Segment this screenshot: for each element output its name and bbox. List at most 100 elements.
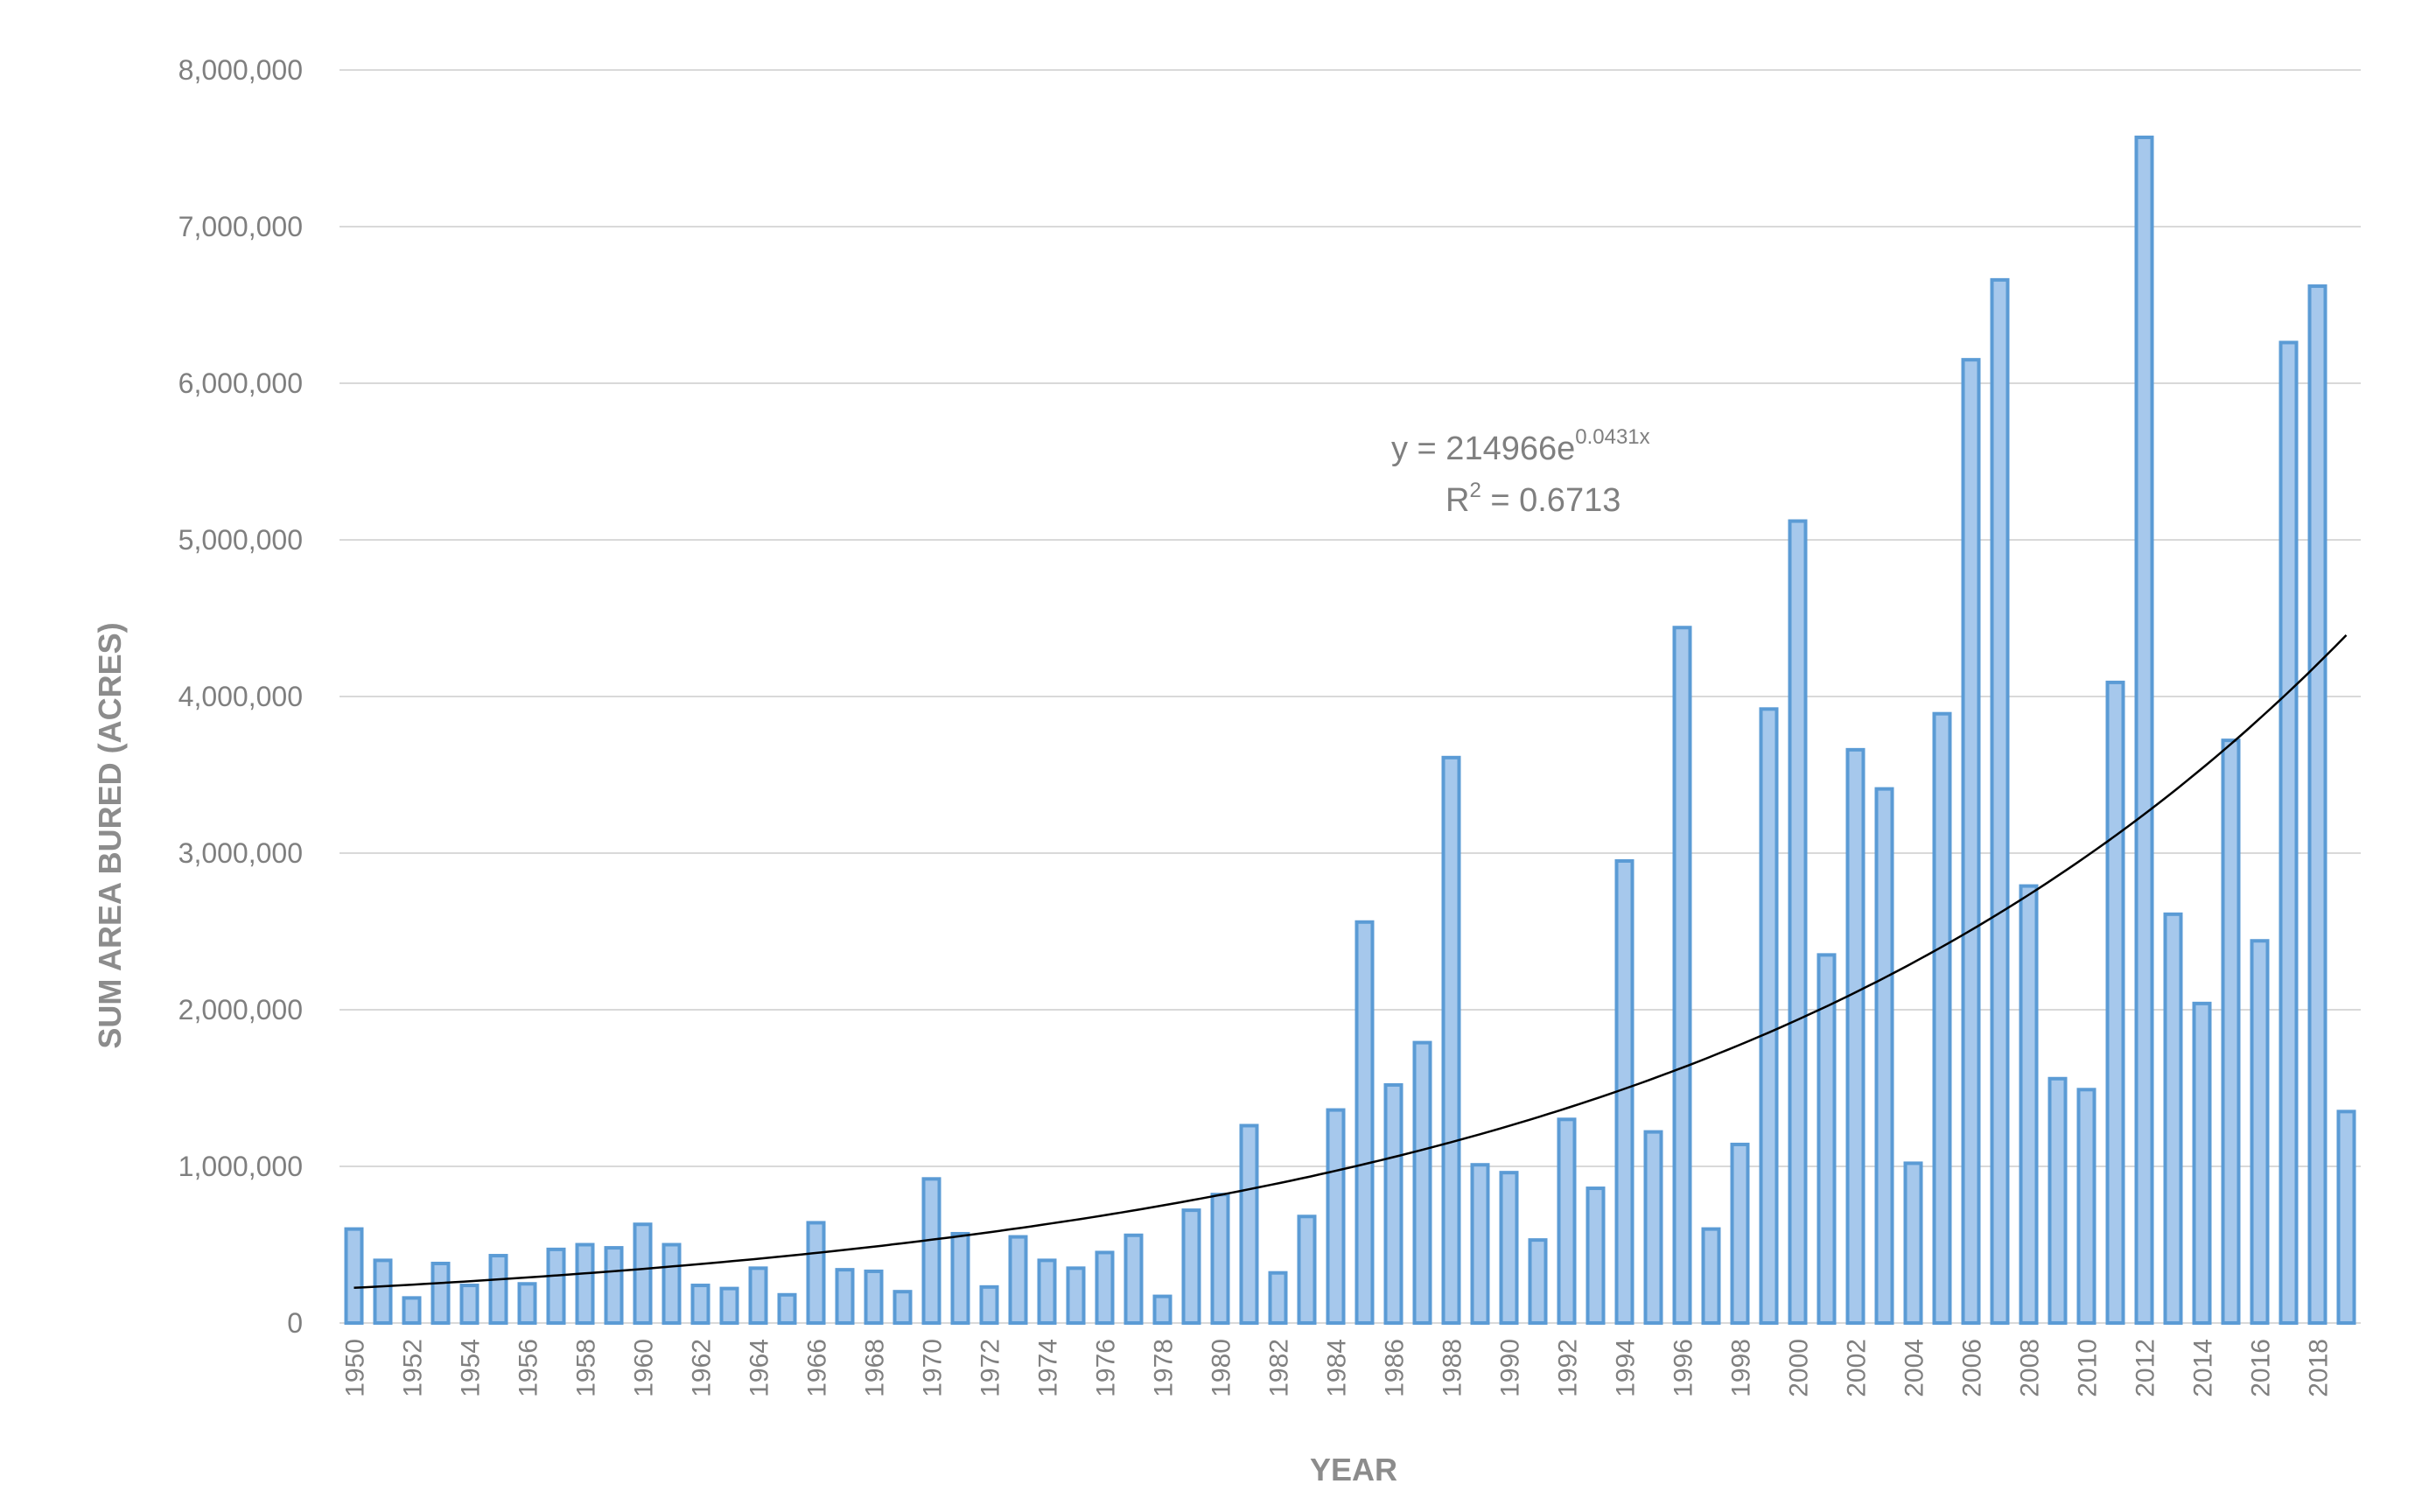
- x-tick-label: 1984: [1323, 1339, 1352, 1397]
- trendline-equation: y = 214966e0.0431x: [1391, 425, 1650, 467]
- y-tick-label: 3,000,000: [178, 837, 303, 869]
- bar-1996: [1672, 626, 1692, 1325]
- x-axis-ticks: 1950 1952 1954 1956 1958 1960 1962 1964 1966 1968…: [341, 1339, 2334, 1397]
- bar-1998: [1730, 1142, 1750, 1325]
- bar-1990: [1499, 1171, 1519, 1326]
- y-tick-label: 5,000,000: [178, 524, 303, 556]
- x-tick-label: 1952: [399, 1339, 428, 1397]
- y-axis-title: SUM AREA BURED (ACRES): [92, 622, 128, 1048]
- bar-2000: [1788, 519, 1808, 1325]
- x-tick-label: 1994: [1612, 1339, 1641, 1397]
- bar-1999: [1759, 707, 1779, 1325]
- bar-1959: [604, 1246, 624, 1325]
- y-tick-label: 2,000,000: [178, 994, 303, 1026]
- bar-1995: [1643, 1130, 1663, 1325]
- bar-1977: [1124, 1233, 1144, 1326]
- x-tick-label: 1988: [1438, 1339, 1467, 1397]
- bar-1972: [979, 1284, 999, 1325]
- bar-2005: [1932, 711, 1952, 1325]
- trendline-equation-base: y = 214966e: [1391, 430, 1575, 467]
- y-tick-label: 4,000,000: [178, 681, 303, 712]
- x-tick-label: 1970: [919, 1339, 948, 1397]
- x-tick-label: 1982: [1265, 1339, 1294, 1397]
- bar-2012: [2134, 135, 2154, 1326]
- bar-2008: [2019, 884, 2039, 1326]
- bar-1976: [1095, 1250, 1115, 1325]
- y-tick-label: 7,000,000: [178, 211, 303, 242]
- bars: [344, 135, 2356, 1326]
- bar-1978: [1152, 1294, 1172, 1325]
- bar-1993: [1586, 1186, 1606, 1326]
- bar-1950: [344, 1227, 364, 1325]
- bar-1988: [1441, 755, 1461, 1325]
- bar-2018: [2307, 284, 2328, 1325]
- bar-1984: [1326, 1108, 1346, 1326]
- bar-1982: [1268, 1270, 1288, 1325]
- r-squared-superscript: 2: [1469, 479, 1480, 502]
- bar-1985: [1354, 920, 1375, 1325]
- x-tick-label: 1958: [572, 1339, 601, 1397]
- bar-2009: [2048, 1076, 2068, 1325]
- bar-1957: [546, 1247, 566, 1325]
- bar-1970: [921, 1177, 942, 1325]
- bar-1974: [1037, 1258, 1057, 1326]
- x-tick-label: 1986: [1381, 1339, 1410, 1397]
- y-tick-label: 1,000,000: [178, 1151, 303, 1182]
- x-tick-label: 2008: [2016, 1339, 2045, 1397]
- r-squared-prefix: R: [1446, 482, 1469, 519]
- bar-1975: [1066, 1266, 1086, 1325]
- y-tick-label: 6,000,000: [178, 368, 303, 399]
- x-tick-label: 2010: [2074, 1339, 2103, 1397]
- bar-1971: [950, 1231, 970, 1325]
- bar-1980: [1210, 1193, 1230, 1325]
- x-tick-label: 1974: [1034, 1339, 1063, 1397]
- x-tick-label: 1976: [1092, 1339, 1121, 1397]
- bar-1997: [1701, 1227, 1721, 1325]
- x-tick-label: 1960: [630, 1339, 659, 1397]
- bar-2004: [1903, 1161, 1923, 1326]
- bar-1992: [1557, 1117, 1577, 1326]
- trendline-equation-exponent: 0.0431x: [1575, 425, 1649, 449]
- bar-2015: [2221, 738, 2241, 1325]
- x-tick-label: 2006: [1958, 1339, 1987, 1397]
- x-tick-label: 2000: [1785, 1339, 1814, 1397]
- bar-2014: [2192, 1001, 2212, 1325]
- x-tick-label: 1990: [1496, 1339, 1525, 1397]
- bar-1955: [488, 1254, 508, 1326]
- bar-2016: [2250, 939, 2270, 1325]
- bar-1991: [1528, 1238, 1548, 1326]
- x-tick-label: 1962: [688, 1339, 717, 1397]
- bar-1962: [690, 1284, 710, 1326]
- bar-1983: [1297, 1214, 1317, 1326]
- bar-1994: [1614, 858, 1634, 1325]
- bar-2003: [1874, 787, 1894, 1325]
- bar-1951: [373, 1258, 393, 1326]
- bar-1986: [1383, 1082, 1404, 1326]
- y-tick-label: 8,000,000: [178, 54, 303, 86]
- bar-1973: [1008, 1235, 1028, 1326]
- bar-1960: [633, 1222, 653, 1325]
- bar-2013: [2163, 912, 2183, 1326]
- x-axis-title: YEAR: [1310, 1452, 1397, 1488]
- x-tick-label: 1954: [457, 1339, 486, 1397]
- x-tick-label: 2016: [2247, 1339, 2276, 1397]
- x-tick-label: 2004: [1900, 1339, 1929, 1397]
- bar-1964: [748, 1266, 768, 1325]
- bar-1958: [575, 1242, 595, 1325]
- bar-2007: [1990, 277, 2010, 1325]
- x-tick-label: 1980: [1208, 1339, 1236, 1397]
- x-tick-label: 1978: [1150, 1339, 1179, 1397]
- x-tick-label: 1966: [803, 1339, 832, 1397]
- x-tick-label: 2012: [2132, 1339, 2160, 1397]
- bar-2001: [1816, 953, 1837, 1325]
- bar-2011: [2105, 680, 2125, 1325]
- bar-2017: [2278, 340, 2299, 1326]
- bar-1967: [835, 1268, 855, 1326]
- bar-1965: [777, 1292, 797, 1326]
- x-tick-label: 2014: [2189, 1339, 2218, 1397]
- bar-1979: [1181, 1208, 1201, 1325]
- x-tick-label: 1972: [976, 1339, 1005, 1397]
- x-tick-label: 1996: [1670, 1339, 1698, 1397]
